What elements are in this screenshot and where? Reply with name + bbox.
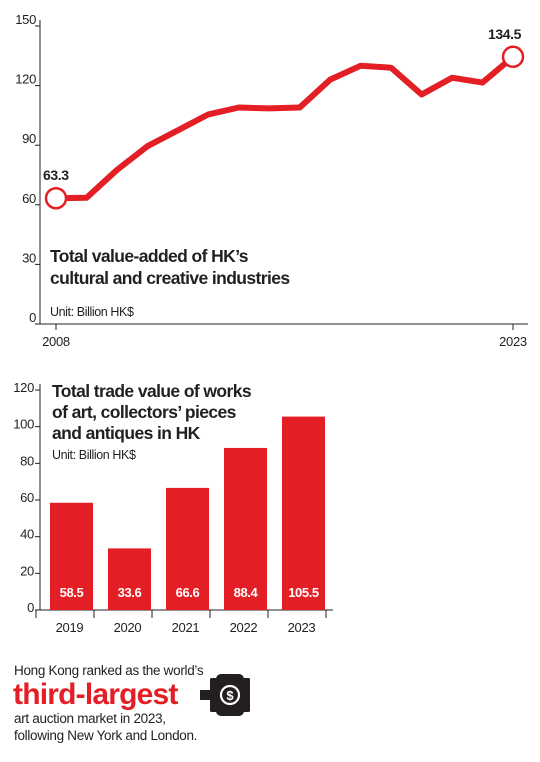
bar-value-label: 88.4 xyxy=(234,585,259,600)
footer-callout: Hong Kong ranked as the world’s third-la… xyxy=(13,662,314,744)
x-tick-label: 2023 xyxy=(499,334,527,349)
data-point-marker xyxy=(44,186,68,210)
line-chart-unit: Unit: Billion HK$ xyxy=(50,305,134,319)
y-tick-label: 60 xyxy=(20,490,34,505)
footer-line4: following New York and London. xyxy=(14,728,198,743)
series-line xyxy=(53,53,516,202)
bar-chart-title-line2: of art, collectors’ pieces xyxy=(52,402,237,422)
end-value-label: 134.5 xyxy=(488,26,522,42)
bar-2020 xyxy=(108,548,151,610)
footer-highlight: third-largest xyxy=(13,678,178,711)
y-tick-label: 100 xyxy=(13,417,34,432)
y-tick-label: 40 xyxy=(20,527,34,542)
line-chart-title-line2: cultural and creative industries xyxy=(50,268,290,288)
bar-value-label: 105.5 xyxy=(288,585,319,600)
bar-chart-title-line1: Total trade value of works xyxy=(52,381,252,401)
footer-line1: Hong Kong ranked as the world’s xyxy=(14,663,204,678)
bar-2023 xyxy=(282,416,325,610)
y-tick-label: 80 xyxy=(20,453,34,468)
footer-line3: art auction market in 2023, xyxy=(14,711,166,726)
bar-chart-unit: Unit: Billion HK$ xyxy=(52,448,136,462)
y-tick-label: 0 xyxy=(27,600,34,615)
y-tick-label: 150 xyxy=(15,12,36,27)
y-tick-label: 0 xyxy=(29,310,36,325)
x-tick-label: 2020 xyxy=(114,620,142,635)
x-tick-label: 2022 xyxy=(230,620,258,635)
bar-2021 xyxy=(166,487,209,610)
svg-text:$: $ xyxy=(226,688,234,703)
data-point-marker xyxy=(501,45,525,69)
x-tick-label: 2023 xyxy=(288,620,316,635)
bar-value-label: 66.6 xyxy=(176,585,200,600)
bar-value-label: 33.6 xyxy=(118,585,142,600)
bar-chart-title-line3: and antiques in HK xyxy=(52,423,201,443)
y-tick-label: 60 xyxy=(22,191,36,206)
bar-2022 xyxy=(224,447,267,610)
bar-chart: 0 20 40 60 80 100 120 58.5 2019 33.6 2020 66.6 2021 8… xyxy=(13,380,333,635)
y-tick-label: 90 xyxy=(22,131,36,146)
x-tick-label: 2008 xyxy=(42,334,70,349)
line-chart-title: Total value-added of HK’s xyxy=(50,246,249,266)
y-tick-label: 20 xyxy=(20,563,34,578)
bar-2019 xyxy=(50,502,93,610)
y-tick-label: 30 xyxy=(22,250,36,265)
y-tick-label: 120 xyxy=(13,380,34,395)
start-value-label: 63.3 xyxy=(43,167,69,183)
gavel-icon: $ xyxy=(200,674,250,716)
x-tick-label: 2019 xyxy=(56,620,84,635)
bar-value-label: 58.5 xyxy=(60,585,84,600)
y-tick-label: 120 xyxy=(15,72,36,87)
line-chart: 0 30 60 90 120 150 2008 2023 63.3 134.5 Total valu… xyxy=(15,12,528,349)
x-tick-label: 2021 xyxy=(172,620,200,635)
